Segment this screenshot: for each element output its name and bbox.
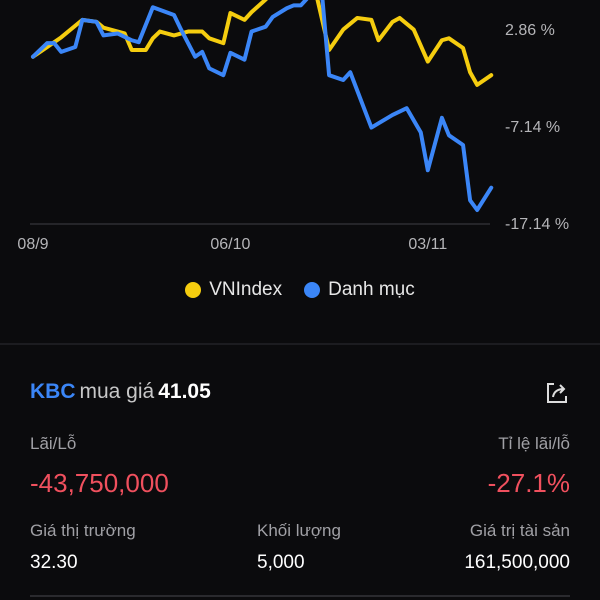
legend-portfolio-label: Danh mục [328, 279, 415, 300]
y-tick-label: 2.86 % [505, 22, 555, 39]
section-divider [0, 343, 600, 345]
portfolio-dot-icon [304, 282, 321, 298]
y-tick-label: -7.14 % [505, 119, 560, 136]
buy-price: 41.05 [158, 380, 211, 403]
volume: 5,000 [257, 552, 305, 573]
legend-portfolio[interactable]: Danh mục [304, 279, 415, 301]
bottom-divider [30, 595, 570, 597]
legend-vnindex-label: VNIndex [209, 279, 283, 300]
position-card: KBC mua giá 41.05 Lãi/Lỗ Tỉ lệ lãi/lỗ -43,… [0, 350, 600, 600]
x-tick-label: 08/9 [17, 236, 48, 253]
chart-legend: VNIndex Danh mục [0, 279, 600, 301]
performance-chart: 2.86 % -7.14 % -17.14 % 08/9 06/10 03/11 [17, 0, 569, 253]
position-title: KBC mua giá 41.05 [30, 380, 211, 404]
market-price: 32.30 [30, 552, 78, 573]
vnindex-dot-icon [185, 282, 202, 298]
pnl-label: Lãi/Lỗ [30, 434, 77, 453]
asset-value-label: Giá trị tài sản [469, 521, 570, 540]
market-price-label: Giá thị trường [30, 521, 136, 540]
asset-value: 161,500,000 [464, 552, 570, 573]
y-tick-label: -17.14 % [505, 216, 569, 233]
pnl-pct-label: Tỉ lệ lãi/lỗ [498, 434, 570, 453]
pnl-value: -43,750,000 [30, 468, 169, 498]
share-icon[interactable] [544, 380, 570, 406]
portfolio-line [31, 0, 494, 213]
x-tick-label: 03/11 [408, 236, 447, 253]
volume-label: Khối lượng [257, 521, 341, 540]
symbol[interactable]: KBC [30, 380, 76, 403]
pnl-pct-value: -27.1% [487, 468, 570, 498]
legend-vnindex[interactable]: VNIndex [185, 279, 282, 301]
buy-text: mua giá [79, 380, 155, 403]
x-tick-label: 06/10 [210, 236, 250, 253]
vnindex-line [31, 0, 494, 87]
